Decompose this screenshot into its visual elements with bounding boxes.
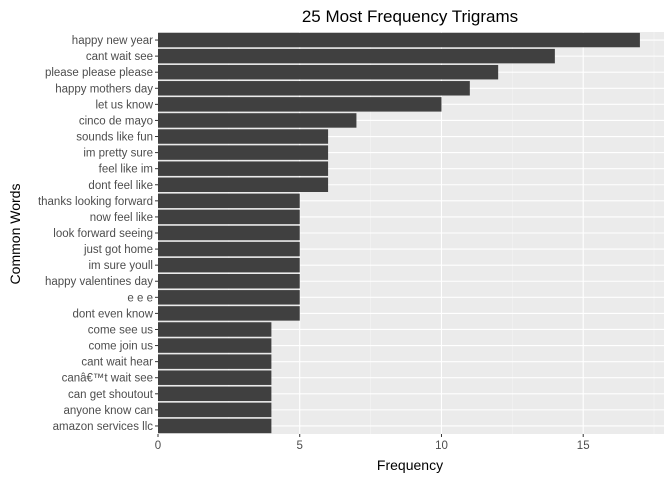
- bar: [158, 225, 300, 241]
- y-tick-label: im pretty sure: [83, 148, 153, 160]
- bar: [158, 145, 329, 160]
- y-tick-label: can get shoutout: [68, 389, 154, 401]
- bar: [158, 418, 272, 434]
- bar: [158, 241, 300, 257]
- bar: [158, 386, 272, 402]
- x-tick-label: 10: [435, 440, 448, 452]
- y-tick-label: e e e: [127, 292, 153, 304]
- y-tick-label: now feel like: [90, 212, 153, 224]
- y-tick-label: dont feel like: [88, 180, 153, 192]
- bar: [158, 161, 329, 176]
- x-tick-label: 5: [297, 440, 303, 452]
- y-tick-label: amazon services llc: [53, 421, 154, 433]
- bar: [158, 402, 272, 418]
- y-tick-label: look forward seeing: [53, 228, 153, 240]
- bar: [158, 322, 272, 337]
- bar: [158, 81, 470, 96]
- bar: [158, 257, 300, 273]
- y-tick-label: let us know: [95, 99, 153, 111]
- bar: [158, 338, 272, 353]
- y-tick-label: cant wait see: [86, 51, 153, 63]
- bar: [158, 129, 329, 144]
- y-tick-label: cinco de mayo: [79, 115, 153, 127]
- bar: [158, 370, 272, 385]
- y-tick-label: im sure youll: [88, 260, 153, 272]
- bar: [158, 64, 499, 80]
- x-tick-label: 0: [155, 440, 161, 452]
- y-tick-label: happy mothers day: [55, 83, 153, 95]
- y-tick-label: feel like im: [99, 164, 153, 176]
- x-tick-label: 15: [577, 440, 590, 452]
- y-tick-label: please please please: [45, 67, 153, 79]
- y-tick-label: thanks looking forward: [38, 196, 153, 208]
- y-tick-label: cant wait hear: [81, 357, 153, 369]
- bar: [158, 274, 300, 289]
- bar: [158, 290, 300, 305]
- y-tick-label: dont even know: [72, 308, 153, 320]
- bar: [158, 177, 329, 192]
- bars: [158, 32, 640, 434]
- bar: [158, 48, 555, 64]
- bar: [158, 32, 640, 48]
- x-axis-ticks: 0 5 10 15: [155, 434, 590, 452]
- y-tick-label: happy new year: [72, 35, 153, 47]
- y-tick-label: sounds like fun: [76, 132, 153, 144]
- y-tick-label: canâ€™t wait see: [62, 373, 153, 385]
- chart-title: 25 Most Frequency Trigrams: [302, 7, 518, 26]
- y-axis-label: Common Words: [7, 184, 23, 285]
- bar: [158, 209, 300, 225]
- y-tick-label: come see us: [88, 324, 153, 336]
- bar: [158, 354, 272, 369]
- bar: [158, 113, 357, 128]
- y-tick-label: come join us: [88, 341, 153, 353]
- x-axis-label: Frequency: [377, 457, 443, 473]
- y-tick-label: just got home: [83, 244, 153, 256]
- y-axis-ticks: happy new year cant wait see please please…: [38, 35, 158, 433]
- bar: [158, 97, 442, 112]
- y-tick-label: anyone know can: [63, 405, 153, 417]
- bar: [158, 193, 300, 209]
- bar: [158, 306, 300, 321]
- y-tick-label: happy valentines day: [45, 276, 153, 288]
